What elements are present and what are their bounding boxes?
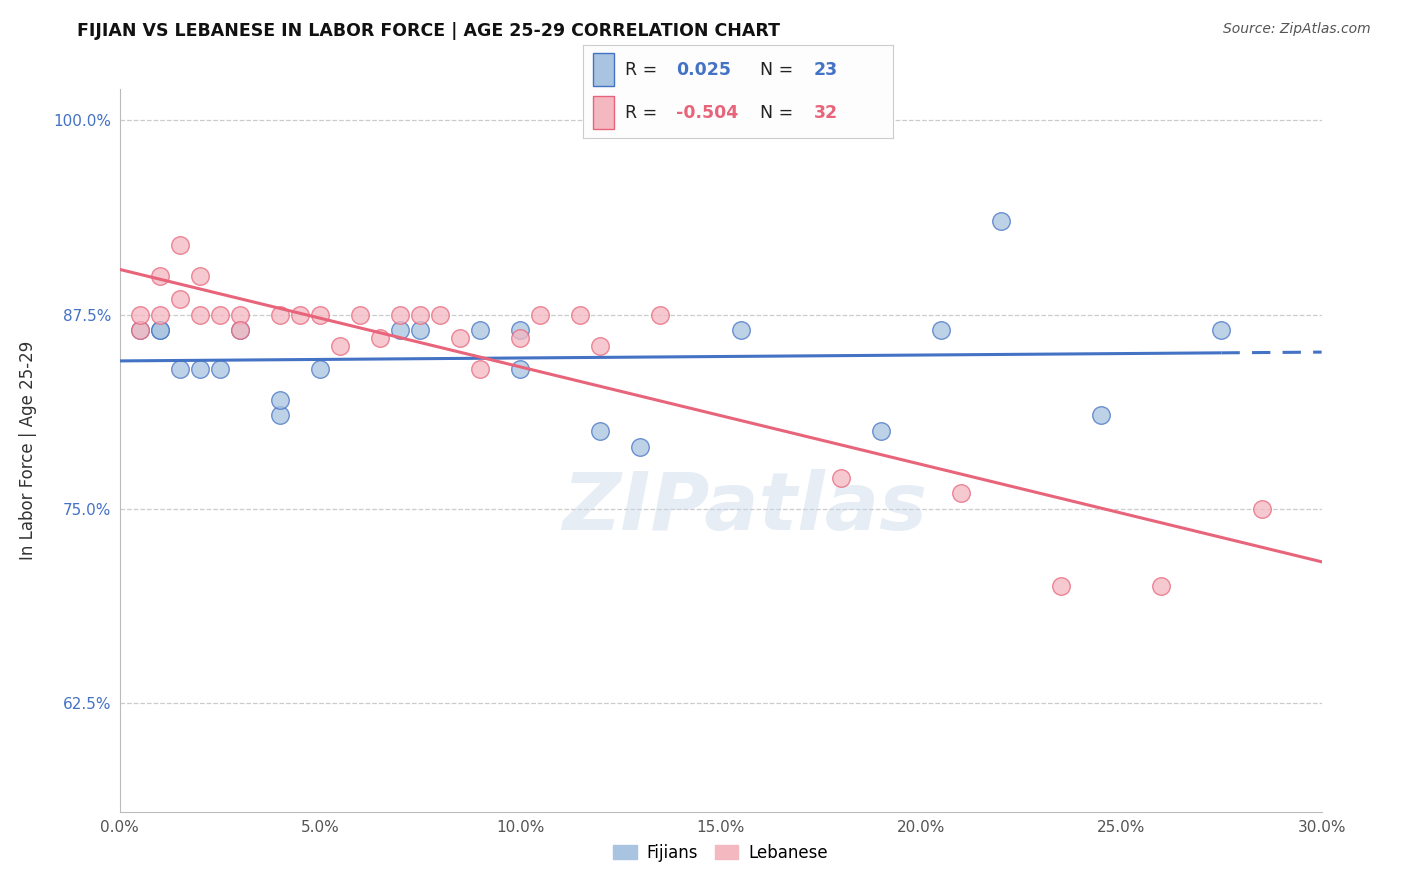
Point [730, 323, 752, 337]
Point [149, 268, 172, 283]
Text: ZIPatlas: ZIPatlas [562, 469, 927, 548]
Point [228, 308, 252, 322]
Text: 23: 23 [814, 61, 838, 78]
Point [329, 338, 352, 352]
Point [630, 440, 652, 454]
Point [128, 323, 150, 337]
Point [650, 308, 672, 322]
FancyBboxPatch shape [593, 53, 614, 86]
Point [188, 268, 211, 283]
Point [269, 308, 291, 322]
Text: -0.504: -0.504 [676, 104, 738, 122]
Point [468, 362, 492, 376]
Point [269, 409, 291, 423]
Point [1150, 579, 1173, 593]
Point [589, 424, 612, 438]
Point [830, 470, 852, 484]
Point [1250, 501, 1272, 516]
Point [529, 308, 551, 322]
Text: R =: R = [626, 61, 664, 78]
Point [429, 308, 451, 322]
Point [449, 331, 471, 345]
Point [309, 308, 332, 322]
Point [169, 362, 191, 376]
FancyBboxPatch shape [593, 96, 614, 129]
Point [188, 308, 211, 322]
Text: N =: N = [759, 104, 799, 122]
Point [468, 323, 492, 337]
Y-axis label: In Labor Force | Age 25-29: In Labor Force | Age 25-29 [18, 341, 37, 560]
Point [409, 323, 432, 337]
Point [208, 308, 231, 322]
Point [269, 392, 291, 407]
Point [228, 323, 252, 337]
Point [188, 362, 211, 376]
Point [589, 338, 612, 352]
Point [228, 323, 252, 337]
Point [208, 362, 231, 376]
Point [569, 308, 592, 322]
Point [509, 323, 531, 337]
Point [349, 308, 371, 322]
Point [169, 237, 191, 252]
Point [869, 424, 893, 438]
Point [929, 323, 952, 337]
Point [309, 362, 332, 376]
Point [409, 308, 432, 322]
Point [149, 323, 172, 337]
Text: R =: R = [626, 104, 664, 122]
Point [388, 323, 412, 337]
Text: Source: ZipAtlas.com: Source: ZipAtlas.com [1223, 22, 1371, 37]
Point [128, 308, 150, 322]
Text: FIJIAN VS LEBANESE IN LABOR FORCE | AGE 25-29 CORRELATION CHART: FIJIAN VS LEBANESE IN LABOR FORCE | AGE … [77, 22, 780, 40]
Point [1050, 579, 1073, 593]
Point [1211, 323, 1233, 337]
Point [149, 308, 172, 322]
Point [388, 308, 412, 322]
Point [1090, 409, 1112, 423]
Point [368, 331, 391, 345]
Text: 0.025: 0.025 [676, 61, 731, 78]
Text: N =: N = [759, 61, 799, 78]
Text: 32: 32 [814, 104, 838, 122]
Point [128, 323, 150, 337]
Point [950, 486, 973, 500]
Point [169, 292, 191, 306]
Point [288, 308, 311, 322]
Point [149, 323, 172, 337]
Point [509, 362, 531, 376]
Legend: Fijians, Lebanese: Fijians, Lebanese [606, 837, 835, 869]
Point [990, 214, 1012, 228]
Point [509, 331, 531, 345]
